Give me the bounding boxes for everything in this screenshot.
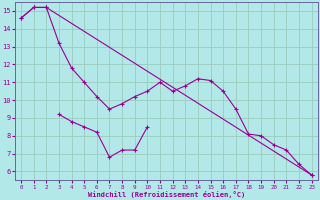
X-axis label: Windchill (Refroidissement éolien,°C): Windchill (Refroidissement éolien,°C): [88, 191, 245, 198]
